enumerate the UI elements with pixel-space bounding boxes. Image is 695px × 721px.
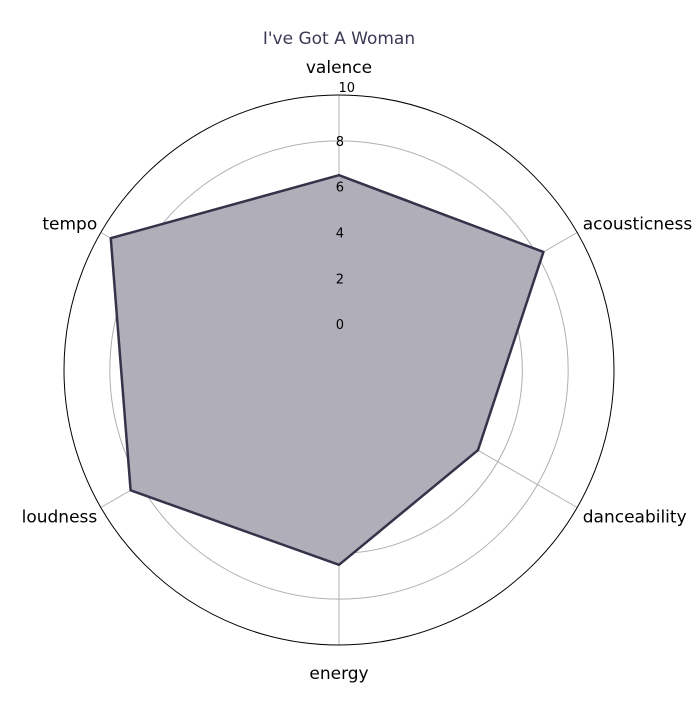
chart-title: I've Got A Woman — [263, 29, 415, 49]
label-layer: 0 2 4 6 8 10 valence acousticness danceability en… — [22, 58, 693, 684]
frame-layer — [63, 94, 615, 646]
axis-label-valence: valence — [306, 58, 372, 78]
axis-label-danceability: danceability — [583, 508, 687, 528]
axis-label-energy: energy — [309, 664, 368, 684]
rtick-label-8: 8 — [336, 135, 344, 150]
rtick-label-0: 0 — [336, 318, 344, 333]
series-polygon — [109, 173, 545, 567]
rtick-label-6: 6 — [336, 181, 344, 196]
axis-label-acousticness: acousticness — [583, 215, 693, 235]
rtick-label-max: 10 — [338, 81, 355, 96]
outer-frame — [63, 94, 615, 646]
rtick-label-2: 2 — [336, 272, 344, 287]
rtick-label-4: 4 — [336, 227, 344, 242]
axis-label-tempo: tempo — [42, 215, 97, 235]
series-layer — [109, 173, 545, 567]
axis-label-loudness: loudness — [22, 508, 98, 528]
